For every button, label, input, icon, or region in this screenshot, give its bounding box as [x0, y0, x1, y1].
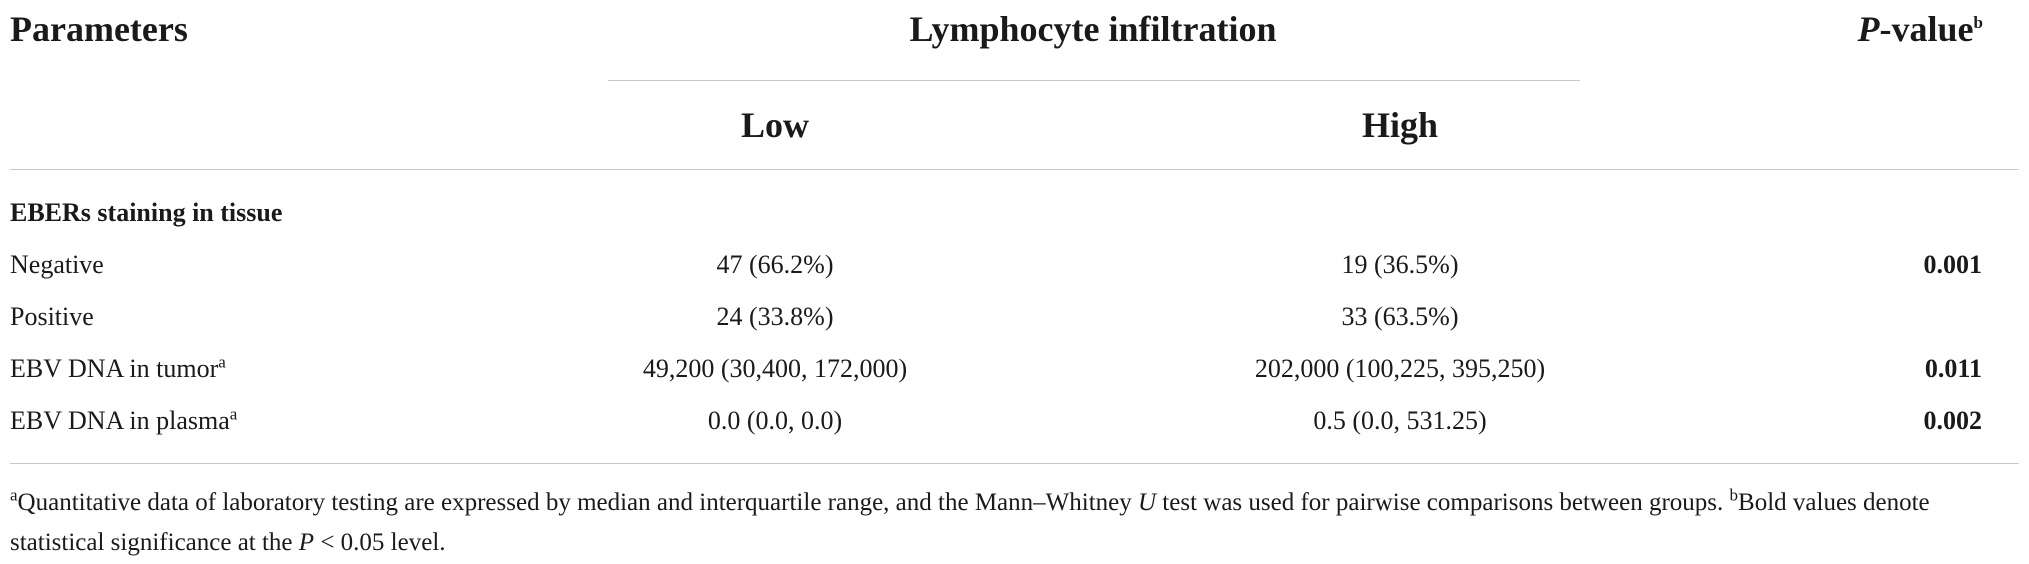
- row-p-value: 0.011: [1924, 354, 1982, 383]
- p-value-header: P-valueb: [1858, 8, 1983, 50]
- lymphocyte-infiltration-header: Lymphocyte infiltration: [909, 9, 1277, 49]
- section-label: EBERs staining in tissue: [10, 198, 283, 227]
- low-column-header: Low: [740, 105, 810, 145]
- p-value-italic: P: [1857, 9, 1880, 49]
- row-label: Negative: [10, 250, 104, 279]
- row-high-value: 202,000 (100,225, 395,250): [1254, 354, 1546, 383]
- p-value-text: -value: [1879, 9, 1974, 49]
- row-label: Positive: [10, 302, 94, 331]
- row-high-value: 0.5 (0.0, 531.25): [1313, 406, 1487, 435]
- row-low-value: 47 (66.2%): [716, 250, 834, 279]
- header-bottom-rule: [10, 169, 2019, 170]
- high-column-header: High: [1361, 105, 1439, 145]
- row-low-value: 0.0 (0.0, 0.0): [707, 406, 843, 435]
- table-bottom-rule: [10, 463, 2019, 464]
- row-label: EBV DNA in tumora: [10, 352, 226, 383]
- row-high-value: 19 (36.5%): [1341, 250, 1459, 279]
- p-value-sup: b: [1973, 13, 1983, 32]
- row-label: EBV DNA in plasmaa: [10, 404, 238, 435]
- row-high-value: 33 (63.5%): [1341, 302, 1459, 331]
- row-p-value: 0.002: [1923, 406, 1983, 435]
- row-low-value: 49,200 (30,400, 172,000): [642, 354, 908, 383]
- parameters-header: Parameters: [10, 9, 188, 49]
- row-p-value: 0.001: [1923, 250, 1983, 279]
- row-low-value: 24 (33.8%): [716, 302, 834, 331]
- group-header-rule: [608, 80, 1580, 81]
- table-footnote: aQuantitative data of laboratory testing…: [10, 485, 1930, 556]
